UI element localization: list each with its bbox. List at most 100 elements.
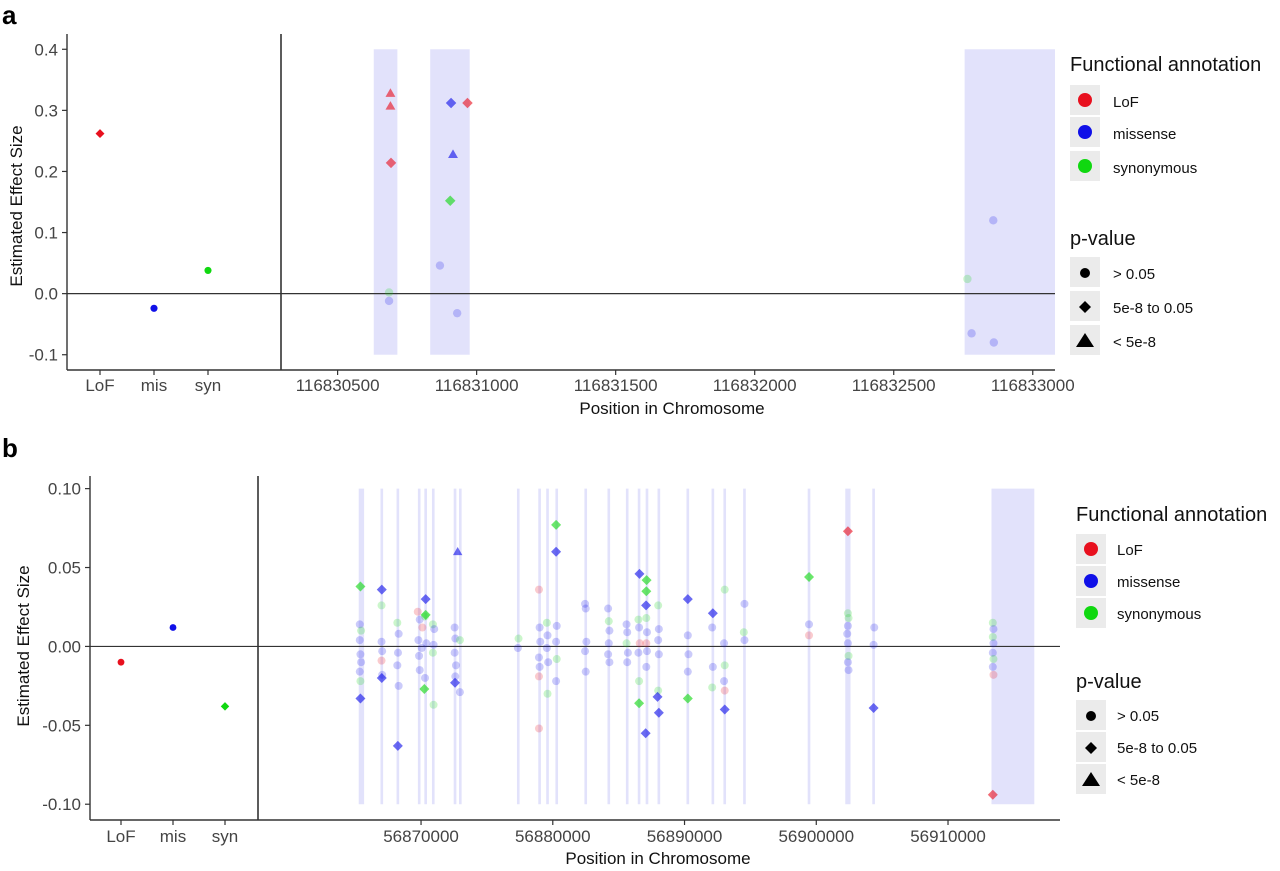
panel-a-legend-label-p-low: < 5e-8 bbox=[1113, 334, 1156, 351]
panel-b-legend-label-p-low: < 5e-8 bbox=[1117, 772, 1160, 789]
panel-b-data-point bbox=[604, 617, 613, 626]
panel-b-data-point bbox=[450, 648, 459, 657]
panel-a-legend-keys bbox=[1070, 85, 1100, 355]
panel-b-data-point bbox=[418, 623, 427, 632]
panel-b-data-point bbox=[989, 670, 998, 679]
panel-b-legend-keys bbox=[1076, 534, 1106, 794]
panel-b-data-point bbox=[989, 625, 998, 634]
panel-b-data-point bbox=[843, 639, 852, 648]
panel-b-data-point bbox=[420, 673, 429, 682]
panel-b-data-point bbox=[640, 728, 651, 739]
panel-b-data-point bbox=[535, 662, 544, 671]
panel-a-legend-pvalue-title: p-value bbox=[1070, 228, 1136, 250]
panel-b-data-point bbox=[420, 609, 431, 620]
panel-b-data-point bbox=[450, 623, 459, 632]
panel-b-data-point bbox=[452, 547, 463, 556]
panel-b-data-point bbox=[654, 650, 663, 659]
panel-b-data-point bbox=[544, 658, 553, 667]
panel-b-data-point bbox=[642, 662, 651, 671]
panel-b-data-point bbox=[641, 586, 652, 597]
panel-a-legend: Functional annotation LoF missense synon… bbox=[1070, 54, 1261, 351]
panel-a-x-tick-label: 116830500 bbox=[296, 376, 380, 395]
panel-b-data-point bbox=[868, 702, 879, 713]
panel-b-data-point bbox=[514, 634, 523, 643]
panel-b-data-point bbox=[652, 691, 663, 702]
panel-b-legend-pvalue-title: p-value bbox=[1076, 671, 1142, 693]
panel-b-data-point bbox=[428, 648, 437, 657]
panel-b-data-point bbox=[842, 526, 853, 537]
panel-b-legend-label-p-high: > 0.05 bbox=[1117, 708, 1159, 725]
panel-b-data-point bbox=[357, 658, 366, 667]
panel-b-data-point bbox=[869, 640, 878, 649]
panel-b-data-point bbox=[804, 571, 815, 582]
panel-b-data-point bbox=[988, 618, 997, 627]
panel-b-data-point bbox=[534, 724, 543, 733]
panel-b-data-point bbox=[513, 644, 522, 652]
panel-b-data-point bbox=[605, 626, 614, 635]
panel-a-legend-annotation-title: Functional annotation bbox=[1070, 54, 1261, 76]
panel-b-data-point bbox=[581, 604, 590, 613]
panel-b-data-point bbox=[455, 688, 464, 697]
panel-b-data-point bbox=[542, 618, 551, 627]
panel-b-data-point bbox=[415, 651, 424, 660]
panel-b-data-point bbox=[376, 584, 387, 595]
panel-b-data-point bbox=[355, 620, 364, 629]
panel-b-data-point bbox=[989, 639, 998, 648]
panel-a-summary-point bbox=[204, 266, 212, 274]
panel-a-summary-point bbox=[150, 304, 158, 312]
panel-a-data-point bbox=[444, 195, 456, 207]
panel-b-data-point bbox=[376, 672, 387, 683]
panel-b-data-point bbox=[708, 623, 717, 632]
panel-b-data-point bbox=[393, 648, 402, 657]
panel-b-legend-shape-triangle bbox=[1082, 772, 1100, 786]
panel-b-data-point bbox=[429, 700, 438, 709]
panel-b-data-point bbox=[641, 575, 652, 586]
panel-b-data-point bbox=[682, 693, 693, 704]
panel-b-data-point bbox=[654, 686, 663, 695]
panel-b-data-point bbox=[708, 683, 717, 692]
panel-b-data-point bbox=[642, 614, 651, 623]
panel-b-summary-tick-label: mis bbox=[160, 827, 186, 846]
panel-b-data-point bbox=[622, 620, 631, 629]
panel-b-data-point bbox=[707, 608, 718, 619]
panel-b-data-point bbox=[430, 625, 439, 634]
panel-b-data-point bbox=[843, 609, 852, 618]
panel-b-data-point bbox=[720, 661, 729, 670]
panel-b-data-point bbox=[654, 601, 663, 610]
panel-b-data-point bbox=[623, 648, 632, 657]
panel-b-data-point bbox=[988, 662, 997, 671]
panel-a-legend-label-synonymous: synonymous bbox=[1113, 160, 1197, 177]
panel-b-data-point bbox=[653, 707, 664, 718]
panel-a-highlight-band bbox=[373, 49, 398, 355]
panel-b-data-point bbox=[552, 621, 561, 630]
panel-b-data-point bbox=[413, 607, 422, 616]
panel-b-data-point bbox=[604, 650, 613, 659]
panel-a-data-point bbox=[385, 101, 396, 110]
panel-b-summary-tick-label: LoF bbox=[106, 827, 135, 846]
panel-a-y-tick-label: 0.4 bbox=[34, 40, 58, 59]
panel-a-data-point bbox=[384, 288, 394, 297]
panel-b-data-point bbox=[720, 639, 729, 648]
panel-b-data-point bbox=[805, 631, 814, 640]
panel-b-x-axis-title: Position in Chromosome bbox=[565, 849, 750, 868]
panel-b-data-point bbox=[552, 655, 561, 664]
panel-b-data-point bbox=[740, 636, 749, 645]
panel-b-legend: Functional annotation LoF missense synon… bbox=[1076, 504, 1267, 789]
panel-b-data-point bbox=[393, 661, 402, 670]
panel-b-data-point bbox=[634, 568, 645, 579]
panel-b-data-point bbox=[551, 546, 562, 557]
panel-b-data-point bbox=[393, 618, 402, 627]
panel-b-data-point bbox=[683, 631, 692, 640]
panel-b-data-point bbox=[634, 698, 645, 709]
panel-a-x-tick-label: 116832500 bbox=[852, 376, 936, 395]
panel-b-y-tick-label: 0.10 bbox=[48, 480, 81, 499]
panel-b-data-point bbox=[843, 621, 852, 630]
panel-b-data-point bbox=[987, 789, 998, 800]
panel-b-data-point bbox=[534, 585, 543, 594]
panel-b-data-point bbox=[355, 667, 364, 676]
panel-b-x-tick-label: 56900000 bbox=[778, 827, 854, 846]
panel-a-data-point bbox=[989, 338, 999, 347]
panel-b-data-point bbox=[844, 666, 853, 675]
panel-a-legend-shape-triangle bbox=[1076, 333, 1094, 347]
panel-b-data-point bbox=[623, 628, 632, 637]
